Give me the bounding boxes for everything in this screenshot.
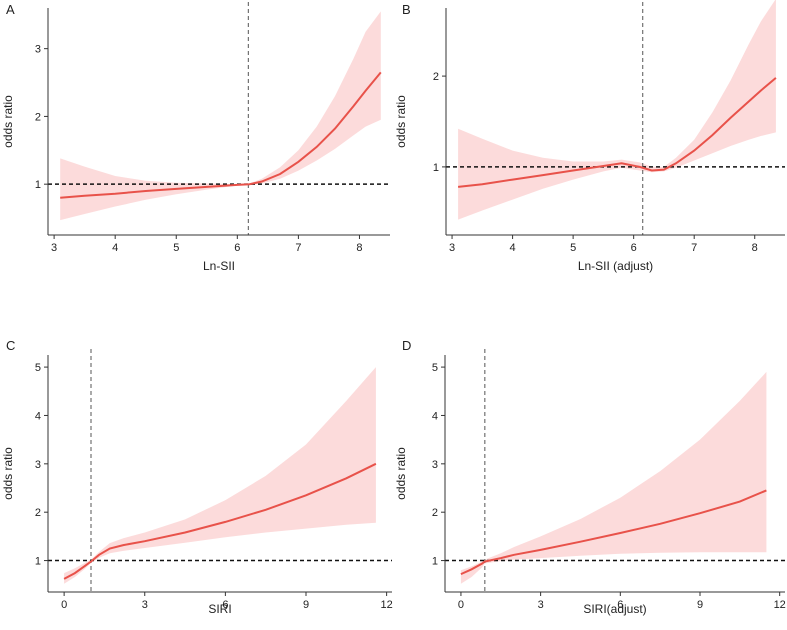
y-axis-label: odds ratio <box>1 447 15 500</box>
x-tick-label: 0 <box>61 599 67 611</box>
x-tick-label: 5 <box>570 242 576 254</box>
odds-ratio-curve <box>60 71 382 199</box>
y-tick-label: 5 <box>432 362 438 374</box>
y-tick-label: 1 <box>432 556 438 568</box>
x-tick-label: 9 <box>697 599 703 611</box>
y-tick-label: 3 <box>432 459 438 471</box>
confidence-band <box>458 0 776 220</box>
x-tick-label: 4 <box>112 242 118 254</box>
y-axis-label: odds ratio <box>1 95 15 148</box>
confidence-band <box>460 371 767 584</box>
y-tick-label: 2 <box>432 507 438 519</box>
y-tick-label: 3 <box>35 44 41 56</box>
x-axis-label: SIRI <box>208 602 231 616</box>
x-tick-label: 3 <box>51 242 57 254</box>
x-tick-label: 6 <box>617 599 623 611</box>
odds-ratio-curve <box>457 77 777 188</box>
panel-a: 3 4 5 6 7 8 1 2 3 Ln-SII odds ratio A <box>1 2 390 273</box>
y-tick-label: 3 <box>35 459 41 471</box>
x-tick-label: 7 <box>691 242 697 254</box>
y-tick-label: 2 <box>35 507 41 519</box>
y-tick-label: 1 <box>35 179 41 191</box>
panel-letter: B <box>402 2 411 17</box>
panel-letter: D <box>402 338 411 353</box>
x-tick-label: 3 <box>449 242 455 254</box>
x-tick-label: 3 <box>538 599 544 611</box>
x-tick-label: 9 <box>303 599 309 611</box>
panel-letter: C <box>6 338 15 353</box>
x-axis-label: Ln-SII <box>203 259 235 273</box>
x-tick-label: 7 <box>295 242 301 254</box>
x-tick-label: 12 <box>774 599 786 611</box>
panel-letter: A <box>6 2 15 17</box>
x-axis-label: Ln-SII (adjust) <box>578 259 653 273</box>
x-tick-label: 6 <box>222 599 228 611</box>
y-tick-label: 1 <box>433 162 439 174</box>
y-tick-label: 4 <box>432 410 438 422</box>
odds-ratio-curve <box>460 489 767 576</box>
x-tick-label: 6 <box>631 242 637 254</box>
panel-b: 3 4 5 6 7 8 1 2 Ln-SII (adjust) odds ratio B <box>394 0 785 273</box>
confidence-band <box>64 367 376 584</box>
y-axis-label: odds ratio <box>394 447 408 500</box>
x-tick-label: 6 <box>234 242 240 254</box>
x-tick-label: 8 <box>356 242 362 254</box>
x-tick-label: 8 <box>752 242 758 254</box>
y-tick-label: 5 <box>35 362 41 374</box>
x-axis-label: SIRI(adjust) <box>583 602 646 616</box>
x-tick-label: 12 <box>381 599 393 611</box>
y-tick-label: 2 <box>433 71 439 83</box>
y-tick-label: 4 <box>35 410 41 422</box>
y-tick-label: 1 <box>35 556 41 568</box>
x-tick-label: 4 <box>510 242 516 254</box>
x-tick-label: 3 <box>142 599 148 611</box>
x-tick-label: 5 <box>173 242 179 254</box>
confidence-band <box>60 11 381 221</box>
y-axis-label: odds ratio <box>394 95 408 148</box>
odds-ratio-curve <box>63 462 377 580</box>
y-tick-label: 2 <box>35 111 41 123</box>
x-tick-label: 0 <box>458 599 464 611</box>
